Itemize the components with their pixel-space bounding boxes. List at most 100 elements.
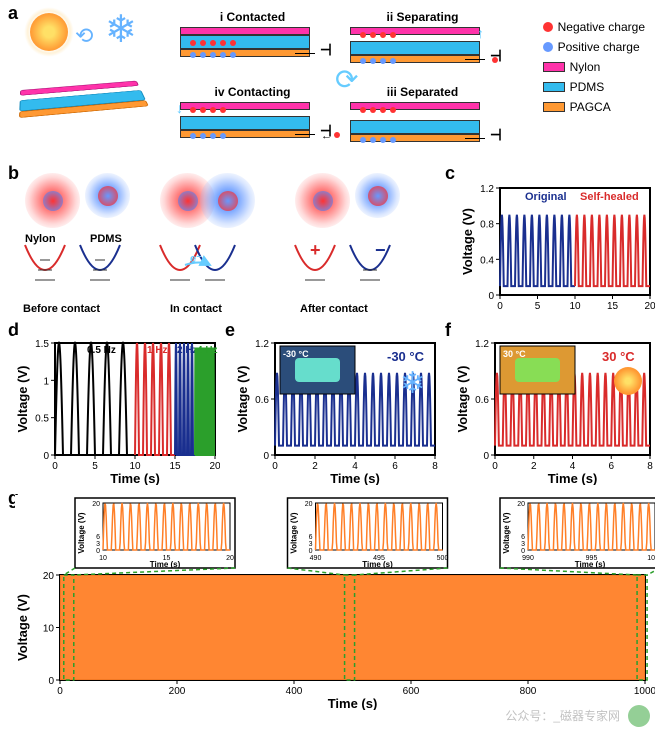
panel-a: ❄ ⟲ i Contacted ii Separating	[5, 5, 655, 160]
svg-text:0.4: 0.4	[480, 255, 494, 266]
svg-text:990: 990	[522, 555, 534, 562]
legend-label: Positive charge	[558, 40, 640, 54]
legend-label: Negative charge	[558, 20, 645, 34]
svg-text:0: 0	[521, 548, 525, 555]
svg-text:6: 6	[392, 461, 398, 472]
sun-icon	[30, 13, 68, 51]
svg-text:Time (s): Time (s)	[362, 560, 393, 569]
svg-text:6: 6	[309, 534, 313, 541]
svg-text:1.2: 1.2	[475, 339, 489, 350]
svg-text:0: 0	[57, 686, 63, 697]
state-id: iii	[387, 85, 397, 99]
svg-text:1000: 1000	[634, 686, 655, 697]
svg-text:30 °C: 30 °C	[503, 349, 526, 359]
potential-wells	[20, 240, 420, 300]
svg-text:0: 0	[483, 451, 489, 462]
svg-text:20: 20	[43, 571, 55, 582]
svg-text:1.5: 1.5	[35, 339, 49, 350]
cycle-arrow-icon: ⟲	[75, 23, 93, 49]
svg-text:6: 6	[96, 534, 100, 541]
svg-text:490: 490	[310, 555, 322, 562]
state-title: Contacting	[228, 85, 291, 99]
chart-e: 00.61.202468Voltage (V)Time (s)-30 °C-30…	[235, 335, 440, 485]
svg-text:0: 0	[52, 461, 58, 472]
chart-f: 00.61.202468Voltage (V)Time (s)30 °C30 °…	[455, 335, 655, 485]
panel-label-f: f	[445, 320, 451, 341]
svg-text:20: 20	[305, 501, 313, 508]
state-title: Separating	[397, 10, 459, 24]
svg-text:20: 20	[92, 501, 100, 508]
svg-text:600: 600	[403, 686, 420, 697]
svg-text:-30 °C: -30 °C	[387, 349, 425, 364]
state-title: Separated	[400, 85, 458, 99]
svg-text:200: 200	[169, 686, 186, 697]
stage-label: In contact	[170, 303, 222, 315]
state-ii-separating: ii Separating ↑	[350, 10, 495, 65]
watermark-text: 公众号：_磁器专家网	[505, 707, 620, 724]
state-iii-separated: iii Separated	[350, 85, 495, 140]
svg-text:0.6: 0.6	[475, 395, 489, 406]
svg-text:2: 2	[312, 461, 318, 472]
svg-text:Voltage (V): Voltage (V)	[502, 512, 511, 554]
svg-text:1000: 1000	[647, 555, 655, 562]
svg-text:2: 2	[531, 461, 537, 472]
svg-text:Original: Original	[525, 191, 567, 203]
svg-text:30 °C: 30 °C	[602, 349, 635, 364]
svg-text:800: 800	[520, 686, 537, 697]
svg-text:0: 0	[272, 461, 278, 472]
snowflake-icon: ❄	[105, 7, 137, 52]
svg-text:Voltage (V): Voltage (V)	[290, 512, 299, 554]
svg-text:Time (s): Time (s)	[150, 560, 181, 569]
svg-text:Voltage (V): Voltage (V)	[235, 366, 250, 433]
svg-text:10: 10	[43, 624, 55, 635]
svg-text:Time (s): Time (s)	[110, 471, 160, 485]
svg-text:0.8: 0.8	[480, 220, 494, 231]
svg-text:0.5 Hz: 0.5 Hz	[87, 345, 116, 356]
panel-label-c: c	[445, 163, 455, 184]
legend-label: PAGCA	[570, 100, 611, 114]
svg-text:0: 0	[43, 451, 49, 462]
svg-text:3: 3	[96, 541, 100, 548]
svg-text:Voltage (V): Voltage (V)	[15, 366, 30, 433]
process-cycle-icon: ⟳	[335, 63, 358, 96]
state-id: ii	[386, 10, 393, 24]
svg-text:Time (s): Time (s)	[548, 471, 598, 485]
svg-text:0: 0	[309, 548, 313, 555]
svg-text:1.2: 1.2	[255, 339, 269, 350]
state-id: i	[220, 10, 223, 24]
legend-label: PDMS	[570, 80, 605, 94]
svg-text:8: 8	[647, 461, 653, 472]
svg-text:0: 0	[263, 451, 269, 462]
svg-text:0: 0	[48, 676, 54, 687]
panel-label-e: e	[225, 320, 235, 341]
legend-label: Nylon	[570, 60, 601, 74]
svg-text:0.6: 0.6	[255, 395, 269, 406]
svg-text:4 Hz: 4 Hz	[197, 345, 218, 356]
svg-text:0: 0	[497, 301, 503, 312]
state-id: iv	[214, 85, 224, 99]
svg-text:10: 10	[569, 301, 581, 312]
svg-text:Voltage (V): Voltage (V)	[460, 208, 475, 275]
svg-text:-30 °C: -30 °C	[283, 349, 309, 359]
minus-label: −	[375, 240, 386, 261]
svg-text:❄: ❄	[400, 367, 425, 400]
svg-text:0: 0	[96, 548, 100, 555]
panel-b: Nylon PDMS e⁻ + − Before contact In cont…	[5, 165, 435, 315]
svg-text:3: 3	[309, 541, 313, 548]
svg-text:Voltage (V): Voltage (V)	[15, 594, 30, 661]
electron-label: e⁻	[190, 252, 202, 265]
svg-text:15: 15	[607, 301, 619, 312]
svg-text:Voltage (V): Voltage (V)	[455, 366, 470, 433]
svg-text:Time (s): Time (s)	[575, 560, 606, 569]
svg-text:20: 20	[226, 555, 234, 562]
state-title: Contacted	[227, 10, 286, 24]
svg-text:Voltage (V): Voltage (V)	[77, 512, 86, 554]
svg-text:Self-healed: Self-healed	[580, 191, 639, 203]
svg-text:1.2: 1.2	[480, 184, 494, 195]
svg-text:10: 10	[99, 555, 107, 562]
svg-text:0: 0	[488, 291, 494, 302]
stage-label: After contact	[300, 303, 368, 315]
chart-d: 00.511.505101520Voltage (V)Time (s)0.5 H…	[15, 335, 220, 485]
svg-text:6: 6	[521, 534, 525, 541]
device-3d	[18, 90, 155, 134]
